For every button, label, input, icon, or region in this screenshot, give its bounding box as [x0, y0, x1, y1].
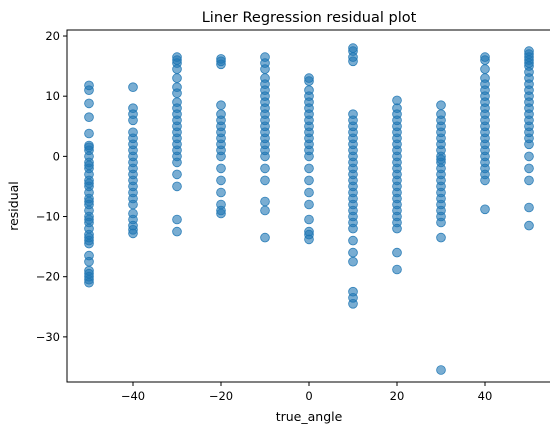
scatter-point: [524, 139, 534, 150]
scatter-point: [172, 88, 182, 98]
y-tick-label: −20: [36, 270, 60, 284]
x-axis-ticks: −40 −20 0 20 40: [121, 382, 492, 403]
scatter-point: [172, 73, 182, 83]
scatter-point: [84, 214, 94, 225]
scatter-point: [128, 228, 138, 239]
scatter-point: [304, 214, 314, 225]
scatter-point: [524, 202, 534, 213]
scatter-point: [172, 169, 182, 180]
scatter-point: [84, 112, 94, 122]
scatter-point: [480, 55, 490, 65]
scatter-point: [216, 59, 226, 70]
y-tick-label: −30: [36, 330, 60, 344]
scatter-point: [304, 76, 314, 86]
scatter-point: [436, 154, 446, 165]
scatter-point: [216, 151, 226, 162]
scatter-point: [392, 247, 402, 258]
scatter-point: [524, 175, 534, 186]
scatter-point: [84, 178, 94, 189]
scatter-point: [260, 232, 270, 243]
scatter-point: [84, 98, 94, 109]
y-axis-ticks: −30 −20 −10 0 10 20: [36, 29, 67, 344]
scatter-point: [436, 217, 446, 228]
x-tick-label: 40: [478, 389, 493, 403]
scatter-point: [216, 175, 226, 186]
scatter-point: [480, 175, 490, 186]
scatter-point: [260, 64, 270, 74]
scatter-point: [172, 157, 182, 168]
y-axis-label: residual: [6, 181, 21, 231]
y-tick-label: 20: [45, 29, 60, 43]
y-tick-label: 10: [45, 89, 60, 103]
scatter-point: [304, 151, 314, 162]
scatter-point: [260, 196, 270, 207]
scatter-point: [480, 204, 490, 215]
scatter-point: [84, 85, 94, 95]
scatter-point: [304, 163, 314, 174]
scatter-point: [524, 163, 534, 174]
scatter-point: [260, 205, 270, 216]
scatter-point: [84, 160, 94, 171]
scatter-point: [216, 187, 226, 198]
scatter-point: [216, 208, 226, 219]
scatter-point: [436, 232, 446, 243]
scatter-point: [128, 115, 138, 126]
x-tick-label: 0: [305, 389, 312, 403]
scatter-point: [348, 247, 358, 258]
scatter-point: [84, 277, 94, 288]
scatter-point: [128, 82, 138, 92]
scatter-point: [128, 199, 138, 210]
scatter-point: [436, 100, 446, 110]
x-tick-label: −40: [121, 389, 145, 403]
scatter-point: [172, 226, 182, 237]
scatter-point: [84, 196, 94, 207]
scatter-point: [524, 151, 534, 162]
scatter-point: [348, 256, 358, 267]
scatter-point: [304, 234, 314, 245]
scatter-point: [172, 64, 182, 74]
scatter-point: [348, 298, 358, 309]
x-axis-label: true_angle: [276, 409, 343, 424]
scatter-points: [84, 43, 534, 375]
scatter-point: [172, 214, 182, 225]
y-tick-label: −10: [36, 210, 60, 224]
scatter-point: [260, 175, 270, 186]
scatter-point: [480, 64, 490, 74]
scatter-point: [260, 151, 270, 162]
scatter-point: [84, 142, 94, 153]
scatter-point: [392, 223, 402, 234]
scatter-point: [84, 256, 94, 267]
scatter-point: [216, 163, 226, 174]
scatter-point: [304, 187, 314, 198]
scatter-point: [348, 235, 358, 246]
scatter-point: [304, 199, 314, 210]
x-tick-label: −20: [209, 389, 233, 403]
scatter-point: [392, 264, 402, 275]
chart-title: Liner Regression residual plot: [202, 10, 417, 26]
scatter-point: [348, 56, 358, 67]
y-tick-label: 0: [53, 149, 60, 163]
scatter-point: [84, 128, 94, 139]
scatter-point: [216, 100, 226, 110]
x-tick-label: 20: [390, 389, 405, 403]
scatter-point: [84, 232, 94, 243]
scatter-point: [260, 163, 270, 174]
scatter-point: [304, 175, 314, 186]
scatter-point: [172, 181, 182, 192]
scatter-point: [348, 223, 358, 234]
scatter-point: [524, 220, 534, 231]
scatter-point: [436, 365, 446, 375]
